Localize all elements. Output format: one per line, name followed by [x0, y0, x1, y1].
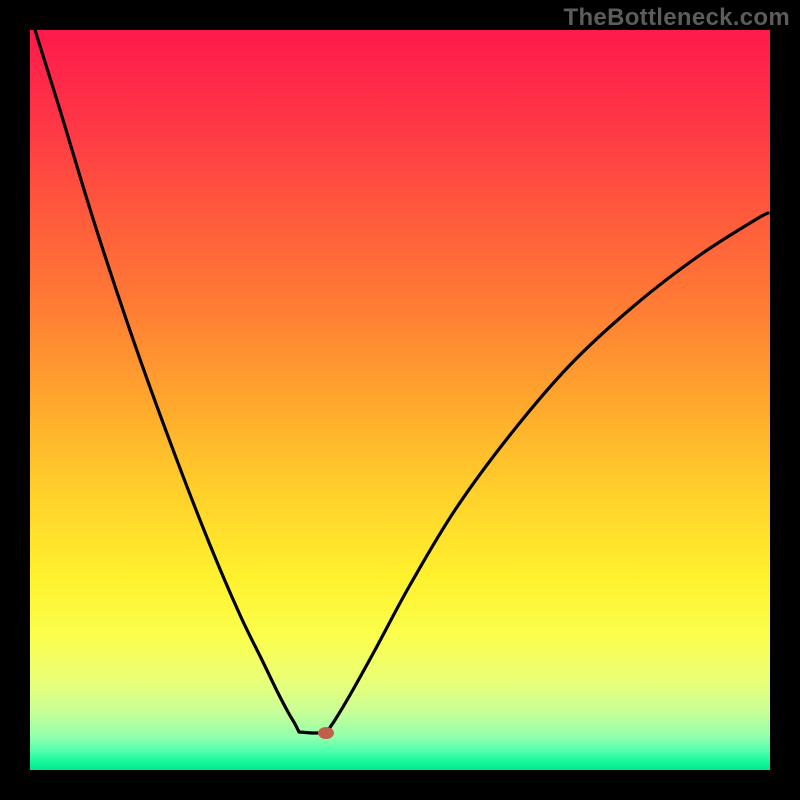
chart-frame: TheBottleneck.com — [0, 0, 800, 800]
bottleneck-chart-svg — [0, 0, 800, 800]
optimal-point-marker — [318, 727, 334, 739]
watermark-text: TheBottleneck.com — [564, 4, 790, 32]
plot-background-gradient — [30, 30, 770, 770]
